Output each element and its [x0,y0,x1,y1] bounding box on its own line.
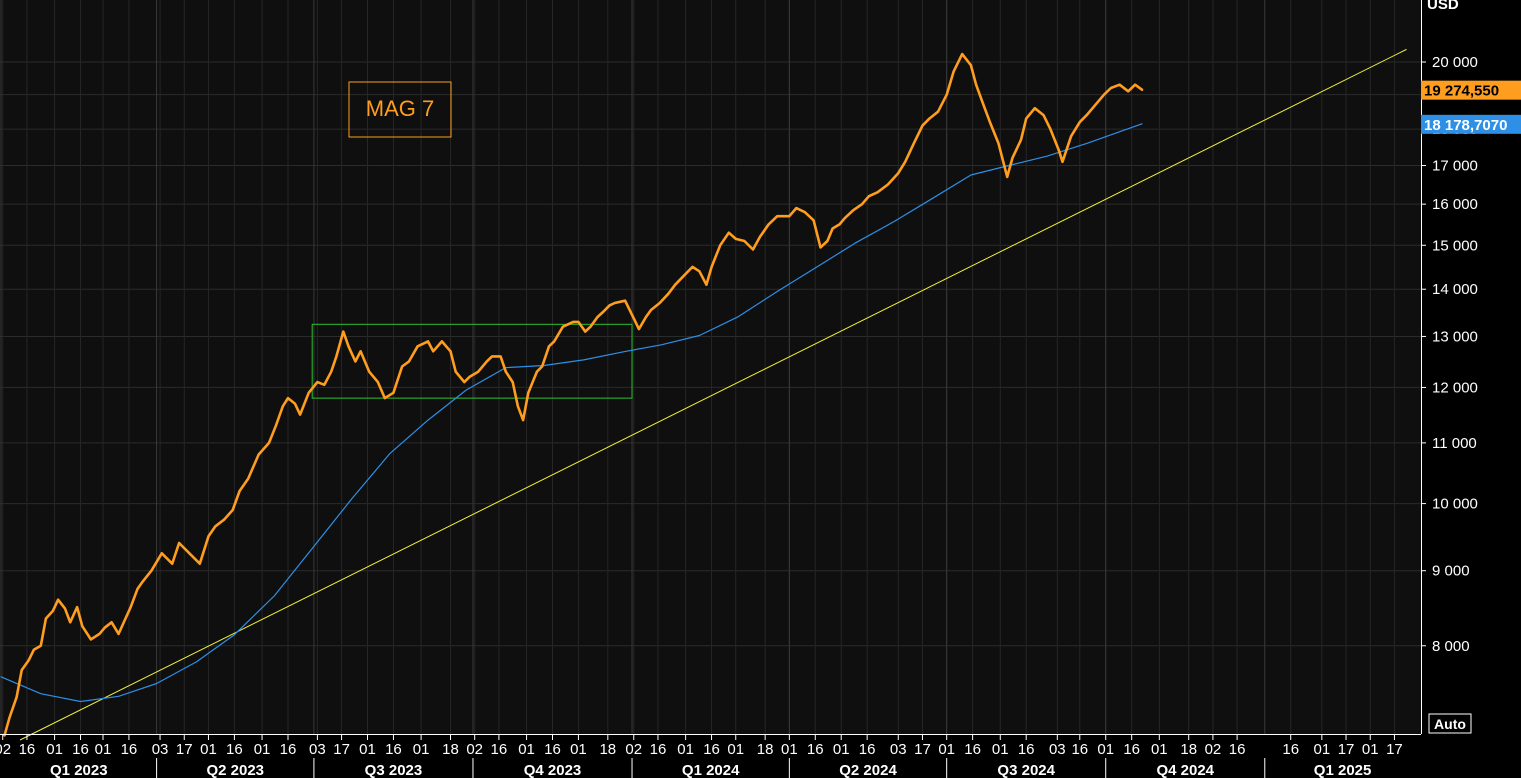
quarter-label-7: Q4 2024 [1156,762,1214,778]
x-tick-label-47: 16 [1229,741,1246,758]
quarter-label-2: Q3 2023 [365,762,423,778]
x-tick-label-27: 16 [703,741,720,758]
x-tick-label-48: 16 [1282,741,1299,758]
x-tick-label-30: 01 [781,741,798,758]
quarter-label-5: Q2 2024 [839,762,897,778]
x-tick-label-7: 17 [176,741,193,758]
x-tick-label-43: 16 [1123,741,1140,758]
x-tick-label-12: 03 [309,741,326,758]
y-tick-label-7: 15 000 [1432,237,1478,254]
moving-average-last-value-tag [1421,114,1521,134]
auto-scale-button[interactable]: Auto [1428,713,1472,734]
x-tick-label-42: 01 [1097,741,1114,758]
x-tick-label-25: 16 [650,741,667,758]
y-tick-label-6: 14 000 [1432,281,1478,298]
plot-background [0,0,1421,734]
y-tick-label-5: 13 000 [1432,328,1478,345]
last-value-tags: 19 274,550 18 178,7070 [1421,80,1521,134]
x-tick-label-52: 17 [1386,741,1403,758]
title-badge-frame [348,81,452,138]
x-tick-label-11: 16 [280,741,297,758]
x-tick-label-40: 03 [1049,741,1066,758]
series-lines [0,52,1144,737]
auto-scale-button-frame[interactable] [1428,713,1472,734]
x-tick-label-39: 16 [1018,741,1035,758]
x-tick-label-20: 01 [518,741,535,758]
x-tick-label-16: 01 [413,741,430,758]
y-axis-unit-label: USD [1427,0,1459,13]
x-tick-label-36: 01 [938,741,955,758]
x-tick-label-51: 01 [1362,741,1379,758]
y-axis: 8 000 9 000 10 000 11 000 12 000 13 000 14 000… [1421,0,1478,734]
y-tick-label-2: 10 000 [1432,496,1478,513]
quarter-label-8: Q1 2025 [1314,762,1372,778]
support-trendline [19,48,1407,741]
mag7-last-value-label: 19 274,550 [1424,83,1499,100]
x-tick-label-1: 16 [19,741,36,758]
title-badge: MAG 7 [348,81,452,138]
x-tick-label-6: 03 [152,741,169,758]
moving-average-line [0,123,1143,703]
x-tick-label-21: 16 [544,741,561,758]
quarter-label-3: Q4 2023 [524,762,582,778]
x-tick-label-2: 01 [46,741,63,758]
quarter-label-6: Q3 2024 [997,762,1055,778]
mag7-last-value-tag [1421,80,1521,100]
x-tick-label-33: 16 [859,741,876,758]
x-tick-label-38: 01 [992,741,1009,758]
moving-average-last-value-label: 18 178,7070 [1424,117,1507,134]
x-tick-label-8: 01 [200,741,217,758]
y-tick-label-0: 8 000 [1432,638,1470,655]
chart-title: MAG 7 [366,96,434,121]
y-tick-label-12: 20 000 [1432,54,1478,71]
mag7-price-line [3,52,1144,737]
x-tick-label-29: 18 [757,741,774,758]
x-tick-label-49: 01 [1313,741,1330,758]
x-axis: 02 16 01 16 01 16 03 17 01 16 01 16 03 17 01 16 01 18 02 16… [0,734,1421,758]
x-tick-label-37: 16 [964,741,981,758]
x-tick-label-5: 16 [121,741,138,758]
y-tick-label-3: 11 000 [1432,435,1477,452]
x-tick-label-0: 02 [0,741,11,758]
grid-lines [0,0,1421,734]
x-tick-label-19: 16 [491,741,508,758]
x-tick-label-15: 16 [385,741,402,758]
x-tick-label-41: 16 [1071,741,1088,758]
x-tick-label-9: 16 [226,741,243,758]
quarter-axis: Q1 2023 Q2 2023 Q3 2023 Q4 2023 Q1 2024 Q2 20… [50,758,1371,778]
y-tick-label-4: 12 000 [1432,379,1478,396]
y-tick-label-1: 9 000 [1432,563,1470,580]
x-tick-label-45: 18 [1180,741,1197,758]
y-tick-label-8: 16 000 [1432,196,1478,213]
consolidation-rectangle [311,323,633,399]
x-tick-label-31: 16 [807,741,824,758]
x-tick-label-46: 02 [1205,741,1222,758]
consolidation-box [311,323,633,399]
x-tick-label-18: 02 [466,741,483,758]
x-tick-label-3: 16 [72,741,89,758]
x-tick-label-26: 01 [677,741,694,758]
x-tick-label-10: 01 [254,741,271,758]
x-tick-label-34: 03 [890,741,907,758]
x-tick-label-32: 01 [833,741,850,758]
x-tick-label-22: 01 [570,741,587,758]
x-tick-label-28: 01 [727,741,744,758]
x-tick-label-44: 01 [1151,741,1168,758]
trendline [19,48,1407,741]
x-tick-label-4: 01 [95,741,112,758]
x-tick-label-35: 17 [914,741,931,758]
quarter-label-0: Q1 2023 [50,762,108,778]
auto-scale-button-label[interactable]: Auto [1434,716,1466,732]
x-tick-label-14: 01 [359,741,376,758]
x-tick-label-17: 18 [442,741,459,758]
y-tick-label-9: 17 000 [1432,158,1478,175]
x-tick-label-23: 18 [599,741,616,758]
x-tick-label-50: 17 [1338,741,1355,758]
quarter-label-4: Q1 2024 [682,762,740,778]
x-tick-label-13: 17 [333,741,350,758]
x-tick-label-24: 02 [625,741,642,758]
quarter-label-1: Q2 2023 [206,762,264,778]
